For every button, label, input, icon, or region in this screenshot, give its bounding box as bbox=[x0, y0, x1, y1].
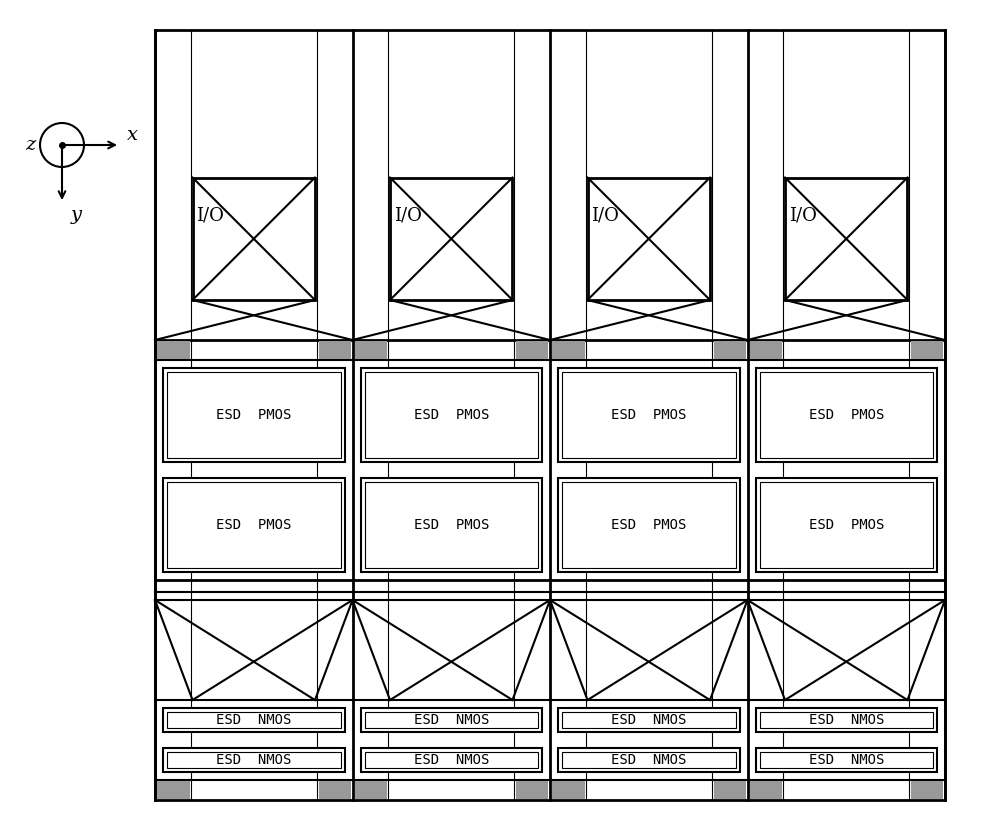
Bar bbox=[558, 478, 740, 572]
Bar bbox=[163, 368, 344, 462]
Bar bbox=[167, 482, 340, 568]
Bar bbox=[714, 781, 746, 799]
Bar bbox=[750, 781, 782, 799]
Text: ESD  NMOS: ESD NMOS bbox=[414, 753, 489, 767]
Text: ESD  NMOS: ESD NMOS bbox=[611, 753, 686, 767]
Bar bbox=[319, 341, 351, 359]
Bar bbox=[516, 341, 548, 359]
Bar bbox=[360, 708, 542, 732]
Text: ESD  PMOS: ESD PMOS bbox=[809, 518, 884, 532]
Bar bbox=[558, 748, 740, 772]
Text: z: z bbox=[25, 136, 35, 154]
Bar bbox=[785, 178, 907, 300]
Bar bbox=[360, 368, 542, 462]
Bar bbox=[756, 478, 937, 572]
Text: x: x bbox=[126, 126, 138, 144]
Bar bbox=[756, 368, 937, 462]
Bar bbox=[756, 708, 937, 732]
Bar bbox=[354, 341, 387, 359]
Bar bbox=[562, 372, 736, 458]
Bar bbox=[157, 341, 190, 359]
Text: ESD  PMOS: ESD PMOS bbox=[809, 408, 884, 422]
Bar bbox=[167, 752, 340, 768]
Bar bbox=[760, 752, 933, 768]
Text: ESD  PMOS: ESD PMOS bbox=[414, 518, 489, 532]
Text: ESD  NMOS: ESD NMOS bbox=[414, 713, 489, 727]
Text: I/O: I/O bbox=[789, 206, 817, 224]
Text: ESD  NMOS: ESD NMOS bbox=[611, 713, 686, 727]
Text: I/O: I/O bbox=[196, 206, 224, 224]
Text: ESD  PMOS: ESD PMOS bbox=[611, 518, 686, 532]
Bar bbox=[319, 781, 351, 799]
Bar bbox=[760, 372, 933, 458]
Bar bbox=[760, 482, 933, 568]
Bar bbox=[364, 482, 538, 568]
Bar bbox=[157, 781, 190, 799]
Bar bbox=[167, 712, 340, 728]
Bar bbox=[562, 752, 736, 768]
Text: I/O: I/O bbox=[591, 206, 619, 224]
Bar bbox=[558, 708, 740, 732]
Bar bbox=[756, 748, 937, 772]
Bar bbox=[360, 748, 542, 772]
Bar bbox=[390, 178, 512, 300]
Bar bbox=[552, 781, 585, 799]
Bar bbox=[588, 178, 710, 300]
Bar bbox=[167, 372, 340, 458]
Bar bbox=[562, 482, 736, 568]
Text: ESD  PMOS: ESD PMOS bbox=[414, 408, 489, 422]
Text: ESD  PMOS: ESD PMOS bbox=[216, 408, 291, 422]
Bar bbox=[364, 372, 538, 458]
Text: ESD  NMOS: ESD NMOS bbox=[809, 753, 884, 767]
Bar bbox=[516, 781, 548, 799]
Bar bbox=[360, 478, 542, 572]
Bar bbox=[163, 478, 344, 572]
Text: I/O: I/O bbox=[394, 206, 422, 224]
Bar bbox=[911, 781, 943, 799]
Bar bbox=[558, 368, 740, 462]
Bar bbox=[155, 30, 945, 800]
Bar bbox=[364, 752, 538, 768]
Text: y: y bbox=[70, 206, 82, 224]
Bar bbox=[760, 712, 933, 728]
Bar bbox=[163, 748, 344, 772]
Text: ESD  NMOS: ESD NMOS bbox=[809, 713, 884, 727]
Bar bbox=[714, 341, 746, 359]
Bar bbox=[750, 341, 782, 359]
Bar bbox=[562, 712, 736, 728]
Text: ESD  NMOS: ESD NMOS bbox=[216, 713, 291, 727]
Text: ESD  PMOS: ESD PMOS bbox=[216, 518, 291, 532]
Bar bbox=[193, 178, 315, 300]
Text: ESD  NMOS: ESD NMOS bbox=[216, 753, 291, 767]
Bar bbox=[911, 341, 943, 359]
Bar bbox=[552, 341, 585, 359]
Text: ESD  PMOS: ESD PMOS bbox=[611, 408, 686, 422]
Bar bbox=[354, 781, 387, 799]
Bar bbox=[163, 708, 344, 732]
Bar bbox=[364, 712, 538, 728]
